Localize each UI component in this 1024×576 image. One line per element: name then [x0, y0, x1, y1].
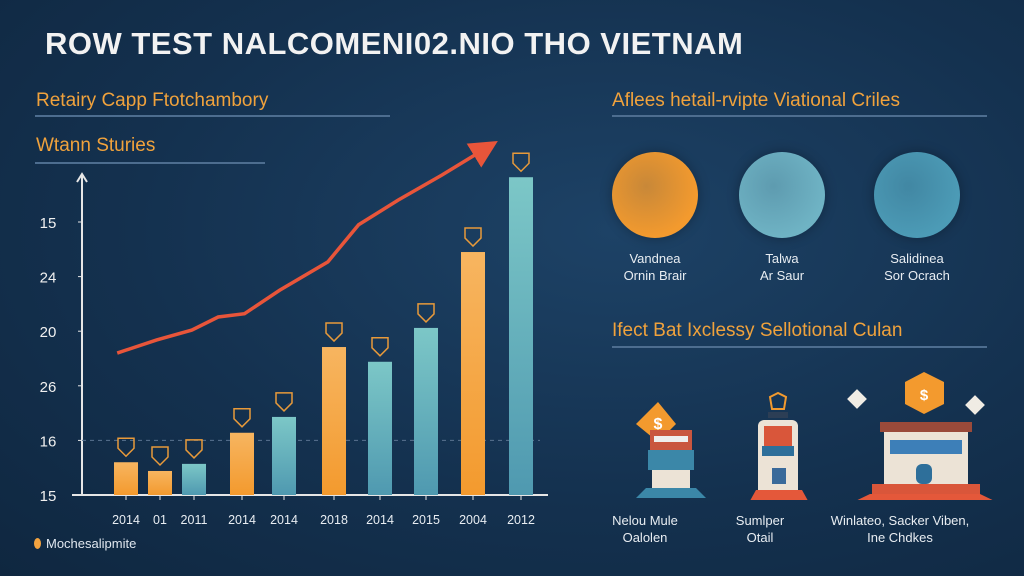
government-building-icon: $ [847, 372, 993, 500]
bar [114, 462, 138, 495]
badge-icon [151, 446, 169, 467]
x-tick-label: 2018 [320, 513, 348, 527]
bar [182, 463, 206, 495]
buildings-illustration: $ $ [636, 372, 993, 500]
x-tick-label: 2014 [270, 513, 298, 527]
divider [612, 346, 987, 348]
building-label: Winlateo, Sacker Viben, Ine Chdkes [830, 513, 970, 545]
badge-icon [233, 408, 251, 428]
divider [35, 115, 390, 117]
y-tick-label: 15 [40, 215, 57, 232]
divider [612, 115, 987, 117]
badge-icon [464, 227, 482, 248]
bar [461, 252, 485, 495]
badge-icon [117, 437, 135, 458]
bar-chart: 15 16 26 20 24 15 2014 01 2011 2014 2014 2018 2014 2… [40, 141, 548, 527]
x-tick-label: 2015 [412, 513, 440, 527]
chart-title: Wtann Sturies [36, 135, 156, 156]
globe-label: Vandnea Ornin Brair [623, 251, 687, 283]
badge-icon [325, 322, 343, 343]
legend: Mochesalipmite [34, 536, 136, 551]
bar [148, 470, 172, 495]
section-heading: Aflees hetail-rvipte Viational Criles [612, 90, 900, 111]
bar [368, 361, 392, 495]
x-tick-label: 2014 [228, 513, 256, 527]
x-tick-label: 2004 [459, 513, 487, 527]
x-tick-label: 01 [153, 513, 167, 527]
y-tick-label: 26 [40, 379, 57, 396]
legend-label: Mochesalipmite [46, 536, 137, 551]
bar [230, 432, 254, 495]
x-tick-label: 2014 [112, 513, 140, 527]
bar [322, 347, 346, 495]
badge-icon [371, 337, 389, 357]
y-axis-arrow-icon [76, 172, 88, 183]
bank-building-icon: $ [636, 402, 706, 498]
badge-icon [417, 303, 435, 323]
svg-text:$: $ [654, 416, 663, 433]
bar [272, 416, 296, 495]
x-tick-label: 2014 [366, 513, 394, 527]
building-label: Nelou Mule Oalolen [612, 513, 678, 545]
page-title: ROW TEST NALCOMENI02.NIO THO VIETNAM [45, 26, 744, 61]
bar [414, 327, 438, 495]
chart-subtitle: Retairy Capp Ftotchambory [36, 90, 269, 111]
section-heading: Ifect Bat Ixclessy Sellotional Culan [612, 320, 903, 341]
svg-text:$: $ [920, 387, 929, 404]
globe-icon [612, 152, 698, 238]
divider [35, 162, 265, 164]
trend-line [116, 141, 498, 355]
globe-icon [739, 152, 825, 238]
coin-icon [34, 538, 41, 549]
globe-label: Talwa Ar Saur [759, 251, 805, 283]
y-tick-label: 24 [40, 270, 57, 287]
bar [509, 177, 533, 495]
badge-icon [185, 439, 203, 459]
badge-icon [512, 152, 530, 173]
y-tick-label: 16 [40, 433, 57, 450]
x-tick-label: 2012 [507, 513, 535, 527]
badge-icon [275, 392, 293, 412]
shop-building-icon [750, 391, 808, 500]
y-tick-label: 15 [40, 488, 57, 505]
globe-icon [874, 152, 960, 238]
globe-label: Salidinea Sor Ocrach [884, 251, 950, 283]
building-label: Sumlper Otail [735, 513, 785, 545]
x-tick-label: 2011 [181, 513, 208, 527]
y-tick-label: 20 [40, 324, 57, 341]
